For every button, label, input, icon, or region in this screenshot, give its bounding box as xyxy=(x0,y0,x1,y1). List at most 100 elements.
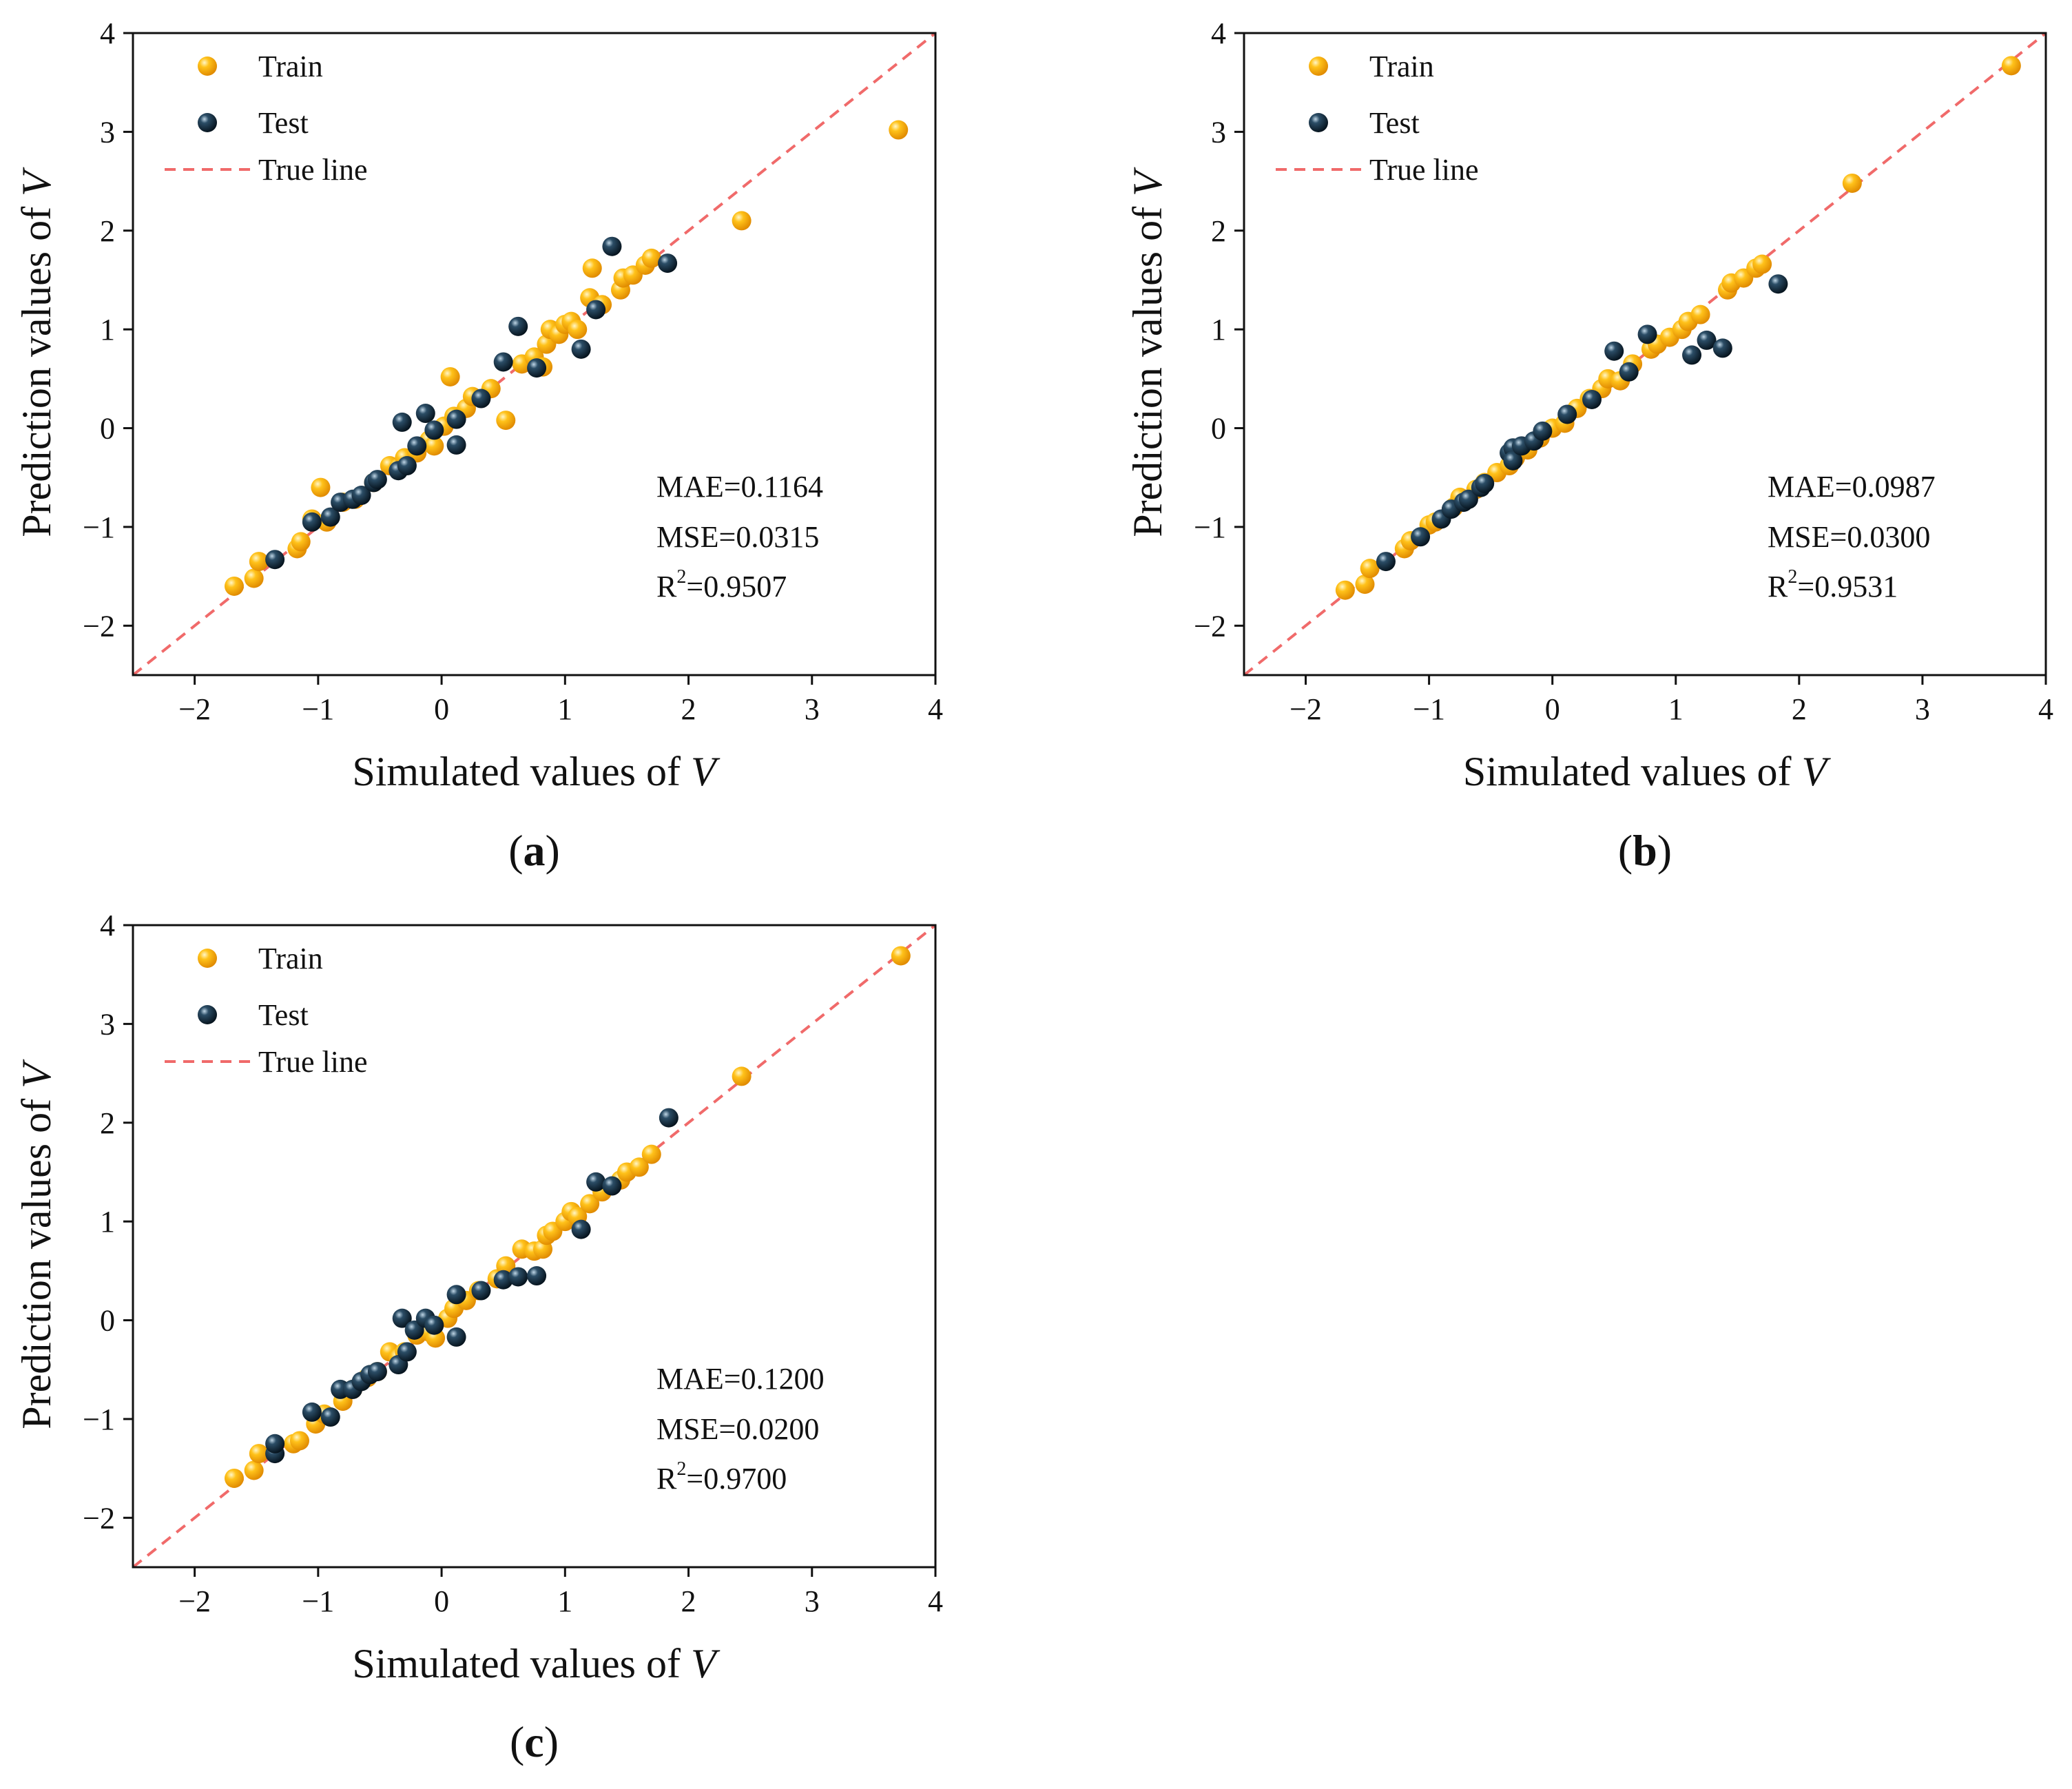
test-point xyxy=(1637,324,1657,344)
legend-label: Train xyxy=(258,942,323,975)
train-point xyxy=(641,1144,661,1164)
test-point xyxy=(397,1342,417,1362)
metric-mse: MSE=0.0200 xyxy=(656,1412,819,1446)
train-point xyxy=(224,1468,244,1488)
metric-mae: MAE=0.0987 xyxy=(1768,470,1936,504)
train-point xyxy=(641,248,661,268)
y-tick-label: 2 xyxy=(1211,214,1226,248)
y-tick-label: 3 xyxy=(1211,115,1226,149)
test-point xyxy=(446,409,466,429)
train-point xyxy=(289,1431,309,1451)
train-point xyxy=(249,1444,269,1464)
test-point xyxy=(527,1266,547,1286)
test-point xyxy=(1619,362,1639,382)
series-test xyxy=(265,236,678,570)
y-tick-label: 4 xyxy=(100,17,115,50)
x-tick-label: 3 xyxy=(805,1584,820,1618)
test-point xyxy=(415,404,435,424)
test-point xyxy=(1533,421,1553,441)
test-point xyxy=(508,1267,528,1287)
test-point xyxy=(446,1285,466,1305)
y-tick-label: −1 xyxy=(83,1403,115,1436)
legend-item-train: Train xyxy=(198,942,323,975)
test-point xyxy=(602,1176,622,1196)
test-point xyxy=(367,1362,387,1382)
metric-mae: MAE=0.1200 xyxy=(656,1362,825,1396)
test-point xyxy=(302,1402,322,1422)
test-point xyxy=(1475,473,1495,493)
x-tick-label: 1 xyxy=(557,1584,572,1618)
legend-item-test: Test xyxy=(198,106,309,140)
y-axis-label: Prediction values of V xyxy=(14,1059,59,1429)
test-point xyxy=(1376,552,1396,572)
x-axis-label: Simulated values of V xyxy=(352,749,721,794)
test-point xyxy=(602,236,622,256)
x-tick-label: 2 xyxy=(681,692,696,726)
legend-label: Test xyxy=(1369,106,1420,140)
metric-r: R2=0.9507 xyxy=(656,566,787,603)
plot-frame xyxy=(132,32,937,676)
test-point xyxy=(527,358,547,378)
x-tick-label: 2 xyxy=(1792,692,1807,726)
chart-panel-c: −2 −1 0 1 2 3 4 −2 −1 0 1 2 3 4 Simulated values of V P… xyxy=(14,909,943,1766)
panels: −2 −1 0 1 2 3 4 −2 −1 0 1 2 3 4 Simulated values of V P… xyxy=(14,17,2053,1766)
test-point xyxy=(1697,330,1717,350)
legend-swatch-train xyxy=(1309,56,1328,76)
y-tick-label: 0 xyxy=(1211,412,1226,446)
legend-swatch-test xyxy=(198,113,217,132)
x-tick-label: 0 xyxy=(434,1584,449,1618)
legend-swatch-train xyxy=(198,949,217,968)
legend-item-line: True line xyxy=(165,153,368,187)
x-axis-label: Simulated values of V xyxy=(352,1641,721,1686)
y-tick-label: −1 xyxy=(1194,510,1226,544)
test-point xyxy=(424,1315,444,1335)
train-point xyxy=(224,576,244,596)
metric-r: R2=0.9531 xyxy=(1768,566,1898,603)
y-tick-label: −1 xyxy=(83,510,115,544)
metrics-annotation: MAE=0.0987 MSE=0.0300 R2=0.9531 xyxy=(1768,470,1936,603)
test-point xyxy=(471,389,491,409)
y-tick-label: 2 xyxy=(100,1106,115,1140)
x-tick-label: 0 xyxy=(1545,692,1560,726)
legend: Train Test True line xyxy=(1276,50,1479,187)
chart-panel-a: −2 −1 0 1 2 3 4 −2 −1 0 1 2 3 4 Simulated values of V P… xyxy=(14,17,943,875)
legend-label: Train xyxy=(1369,50,1434,83)
series-test xyxy=(1376,274,1788,572)
panel-label: (a) xyxy=(508,826,560,875)
legend-item-line: True line xyxy=(165,1045,368,1079)
y-tick-label: 4 xyxy=(100,909,115,942)
y-tick-label: 1 xyxy=(100,1205,115,1239)
y-tick-label: −2 xyxy=(83,1501,115,1535)
test-point xyxy=(1557,404,1577,424)
legend: Train Test True line xyxy=(165,942,368,1079)
legend-swatch-test xyxy=(1309,113,1328,132)
test-point xyxy=(1604,341,1624,361)
x-tick-label: −1 xyxy=(302,1584,334,1618)
x-tick-label: −1 xyxy=(1413,692,1445,726)
train-point xyxy=(1360,559,1380,579)
true-line xyxy=(133,33,935,675)
plot-frame xyxy=(1243,32,2047,676)
x-tick-label: −1 xyxy=(302,692,334,726)
x-tick-label: 2 xyxy=(681,1584,696,1618)
test-point xyxy=(493,352,513,372)
metrics-annotation: MAE=0.1200 MSE=0.0200 R2=0.9700 xyxy=(656,1362,825,1496)
test-point xyxy=(351,486,371,506)
y-tick-label: 4 xyxy=(1211,17,1226,50)
x-tick-label: −2 xyxy=(178,1584,211,1618)
panel-label: (b) xyxy=(1618,826,1672,875)
train-point xyxy=(1690,304,1710,324)
metric-mse: MSE=0.0315 xyxy=(656,520,819,554)
y-axis-label: Prediction values of V xyxy=(14,167,59,537)
x-tick-label: −2 xyxy=(1289,692,1322,726)
test-point xyxy=(367,470,387,490)
x-tick-label: 4 xyxy=(928,1584,943,1618)
train-point xyxy=(440,366,460,386)
test-point xyxy=(1503,451,1523,470)
train-point xyxy=(244,568,264,588)
x-tick-label: 4 xyxy=(928,692,943,726)
legend-label: Test xyxy=(258,998,309,1032)
test-point xyxy=(586,1172,606,1192)
y-tick-label: 1 xyxy=(1211,313,1226,347)
